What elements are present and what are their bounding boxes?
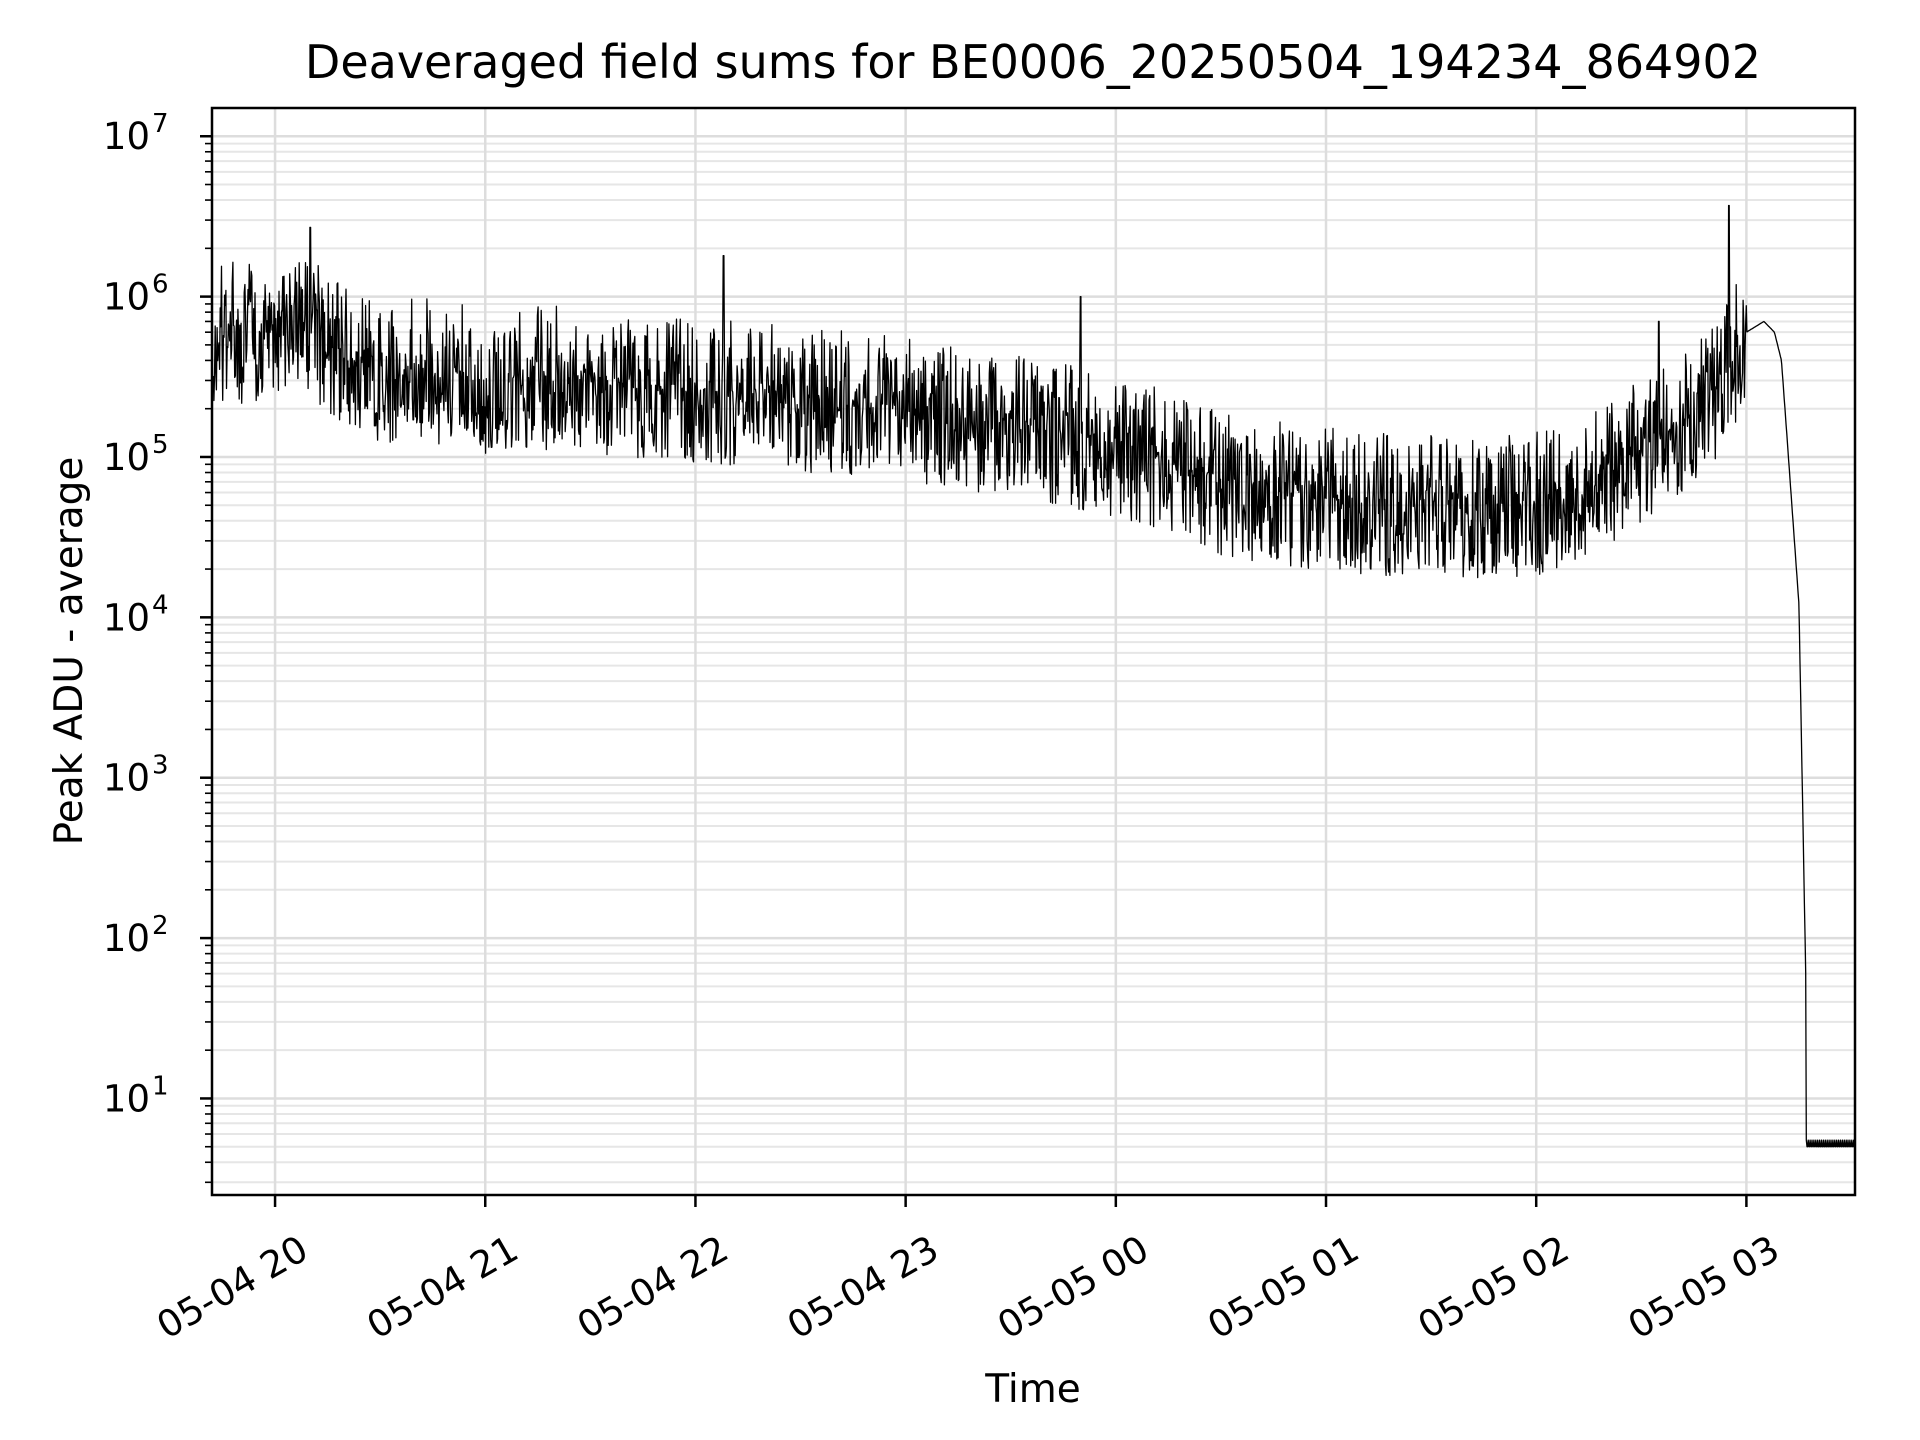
y-tick-label-exponent: 2 bbox=[152, 911, 169, 941]
chart-title: Deaveraged field sums for BE0006_2025050… bbox=[305, 35, 1761, 89]
y-tick-label: 10 bbox=[103, 596, 150, 639]
series-line bbox=[211, 204, 1856, 1148]
series-layer bbox=[211, 204, 1856, 1148]
y-tick-label: 10 bbox=[103, 917, 150, 960]
x-axis-label: Time bbox=[984, 1367, 1080, 1412]
y-tick-label-exponent: 3 bbox=[152, 751, 169, 781]
y-tick-label: 10 bbox=[103, 276, 150, 319]
plot-frame bbox=[210, 106, 1857, 1197]
y-tick-label-exponent: 7 bbox=[152, 109, 169, 139]
y-tick-label-exponent: 1 bbox=[152, 1071, 169, 1101]
y-tick-label: 10 bbox=[103, 115, 150, 158]
y-tick-label: 10 bbox=[103, 436, 150, 479]
y-tick-label: 10 bbox=[103, 757, 150, 800]
y-tick-label-exponent: 6 bbox=[152, 270, 169, 300]
y-tick-label-exponent: 5 bbox=[152, 430, 169, 460]
y-tick-label-exponent: 4 bbox=[152, 590, 169, 620]
y-tick-label: 10 bbox=[103, 1077, 150, 1120]
y-axis-label: Peak ADU - average bbox=[47, 457, 92, 846]
